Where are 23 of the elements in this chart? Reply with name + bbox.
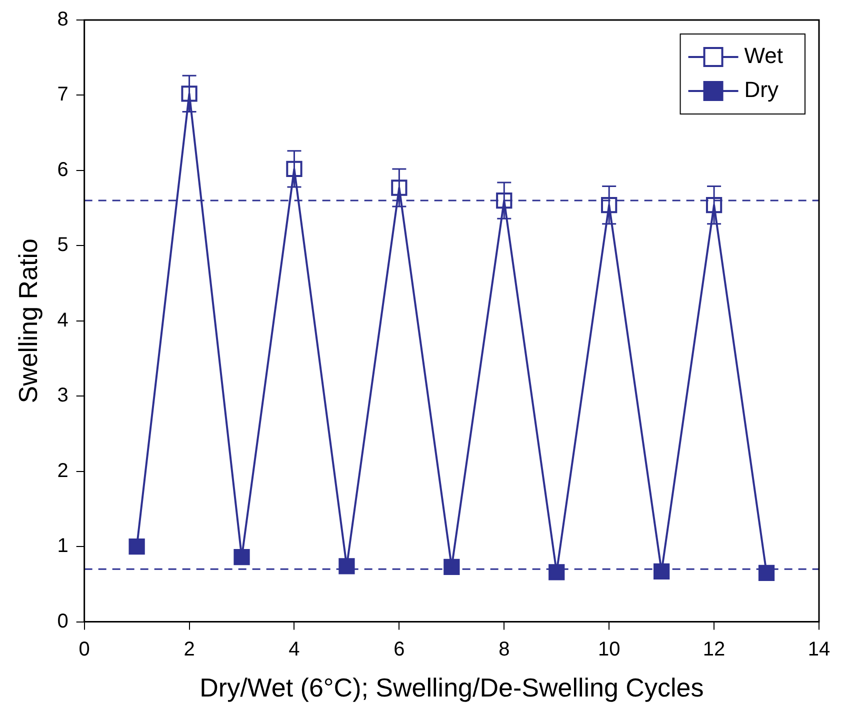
y-tick-label: 1: [57, 535, 68, 558]
y-tick-label: 4: [57, 309, 68, 332]
y-axis-title: Swelling Ratio: [12, 238, 43, 404]
y-tick-label: 5: [57, 234, 68, 256]
point: [234, 549, 250, 566]
legend-label: Wet: [744, 43, 784, 68]
y-tick-label: 0: [57, 610, 68, 632]
x-tick-label: 8: [498, 638, 510, 660]
x-tick-label: 6: [394, 638, 405, 660]
y-tick-label: 6: [57, 158, 68, 181]
legend-label: Dry: [744, 77, 779, 102]
x-tick-label: 10: [598, 638, 620, 660]
x-tick-label: 14: [808, 638, 830, 660]
y-tick-label: 7: [57, 84, 68, 106]
point: [128, 538, 145, 555]
y-tick-label: 3: [57, 384, 68, 407]
y-tick-label: 2: [57, 460, 68, 482]
x-tick-label: 2: [184, 638, 195, 660]
x-tick-label: 0: [78, 638, 90, 660]
x-axis-title: Dry/Wet (6°C); Swelling/De-Swelling Cycles: [200, 672, 704, 703]
x-tick-label: 4: [288, 638, 300, 660]
y-tick-label: 8: [57, 8, 68, 31]
x-tick-label: 12: [702, 638, 726, 660]
